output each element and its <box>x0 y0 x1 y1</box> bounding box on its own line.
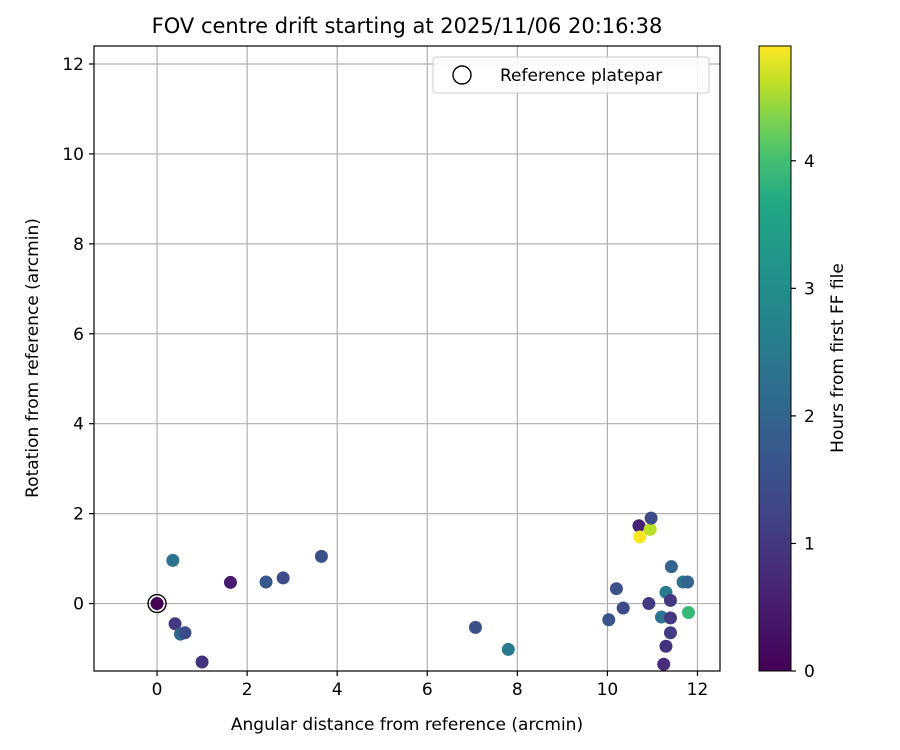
data-point <box>178 626 192 640</box>
x-tick-label: 0 <box>152 680 163 700</box>
chart-title: FOV centre drift starting at 2025/11/06 … <box>152 14 663 38</box>
y-tick-label: 6 <box>73 325 84 345</box>
data-point <box>166 553 180 567</box>
y-tick-label: 4 <box>73 415 84 435</box>
y-axis-label: Rotation from reference (arcmin) <box>23 218 43 498</box>
colorbar-tick-label: 0 <box>804 662 815 682</box>
plot-frame <box>93 45 721 672</box>
data-point <box>259 575 273 589</box>
colorbar-tick-label: 4 <box>804 152 815 172</box>
x-tick-label: 6 <box>422 680 433 700</box>
reference-marker <box>147 593 167 614</box>
data-point <box>223 575 237 589</box>
reference-point <box>147 593 167 614</box>
colorbar-label: Hours from first FF file <box>828 263 848 453</box>
data-point <box>276 571 290 585</box>
data-point <box>663 593 677 607</box>
data-point <box>501 642 515 656</box>
legend: Reference platepar <box>432 56 710 94</box>
data-point <box>632 519 646 533</box>
data-point <box>663 626 677 640</box>
data-point <box>602 613 616 627</box>
data-point <box>642 597 656 611</box>
x-axis-ticks: 0 2 4 6 8 10 12 <box>152 671 709 700</box>
x-axis-label: Angular distance from reference (arcmin) <box>231 715 583 735</box>
data-point <box>314 549 328 563</box>
y-tick-label: 10 <box>62 145 84 165</box>
grid-lines <box>94 46 720 671</box>
data-point <box>644 511 658 525</box>
colorbar-tick-label: 2 <box>804 407 815 427</box>
y-tick-label: 0 <box>73 595 84 615</box>
data-point <box>633 530 647 544</box>
x-tick-label: 2 <box>242 680 253 700</box>
y-tick-label: 12 <box>62 55 84 75</box>
data-point <box>681 575 695 589</box>
data-point <box>616 601 630 615</box>
x-tick-label: 8 <box>512 680 523 700</box>
data-point <box>657 657 671 671</box>
data-point <box>659 639 673 653</box>
y-tick-label: 8 <box>73 235 84 255</box>
y-tick-label: 2 <box>73 505 84 525</box>
data-point <box>168 617 182 631</box>
data-point <box>195 655 209 669</box>
colorbar <box>758 45 792 672</box>
colorbar-tick-label: 1 <box>804 534 815 554</box>
data-point <box>681 606 695 620</box>
data-point <box>663 611 677 625</box>
legend-label: Reference platepar <box>500 66 662 86</box>
y-axis-ticks: 0 2 4 6 8 10 12 <box>62 55 94 615</box>
colorbar-ticks: 0 1 2 3 4 <box>791 152 815 682</box>
data-point <box>664 560 678 574</box>
colorbar-tick-label: 3 <box>804 279 815 299</box>
data-point <box>150 597 164 611</box>
x-tick-label: 4 <box>332 680 343 700</box>
legend-marker-icon <box>452 65 472 85</box>
data-points <box>150 511 695 671</box>
x-tick-label: 12 <box>687 680 709 700</box>
x-tick-label: 10 <box>597 680 619 700</box>
data-point <box>468 620 482 634</box>
data-point <box>609 582 623 596</box>
legend-box <box>432 56 710 94</box>
data-point <box>643 522 657 536</box>
